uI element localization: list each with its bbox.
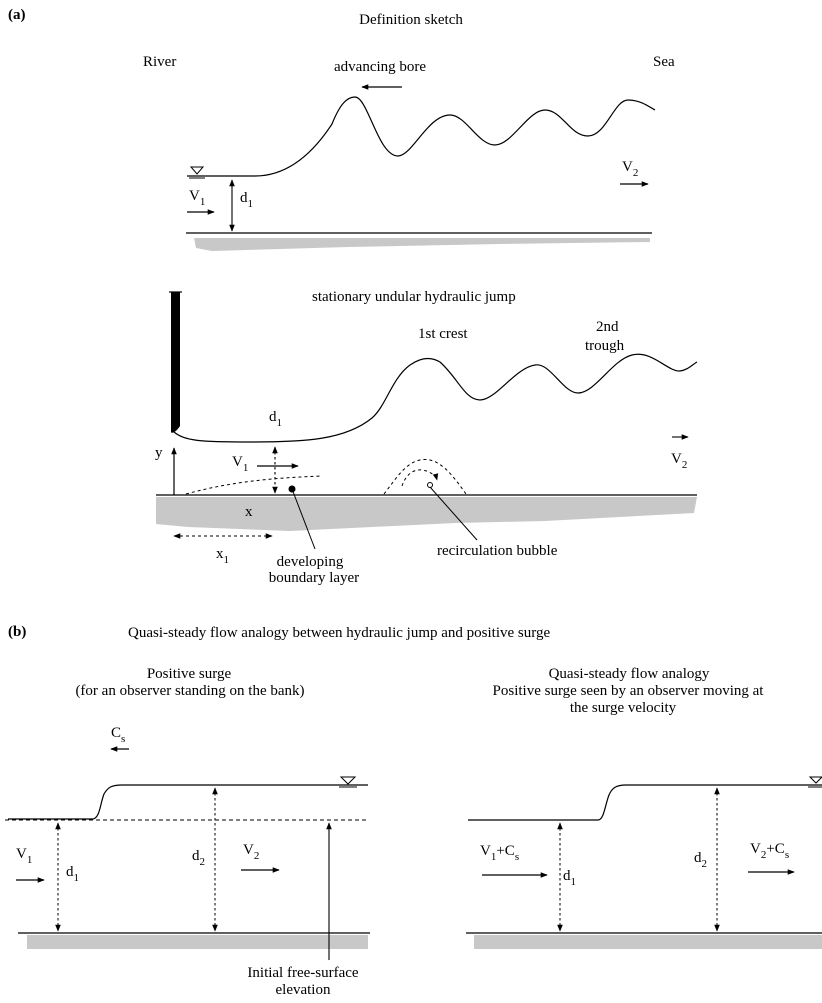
bore-channel-bed	[186, 238, 650, 251]
surge-title-2: (for an observer standing on the bank)	[75, 683, 304, 699]
jump-title: stationary undular hydraulic jump	[312, 289, 516, 305]
jump-v2-label: V2	[671, 451, 687, 471]
analogy-d2-label: d2	[694, 850, 707, 870]
y-axis-label: y	[155, 445, 163, 461]
sluice-gate	[171, 292, 180, 433]
second-trough-label-2: trough	[585, 338, 625, 354]
x1-label: x1	[216, 546, 229, 566]
panel-a-label: (a)	[8, 7, 26, 23]
bore-d1-label: d1	[240, 190, 253, 210]
jump-water-surface	[173, 353, 698, 443]
sea-label: Sea	[653, 54, 675, 70]
initial-surface-label-1: Initial free-surface	[247, 965, 359, 981]
jump-v1-label: V1	[232, 454, 248, 474]
first-crest-label: 1st crest	[418, 326, 468, 342]
surge-title-1: Positive surge	[147, 666, 232, 682]
boundary-layer-label-2: boundary layer	[269, 570, 359, 586]
positive-surge-sketch: Positive surge (for an observer standing…	[5, 666, 370, 998]
panel-a-title: Definition sketch	[359, 12, 463, 28]
surge-water-level-symbol	[339, 776, 357, 785]
analogy-title-2: Positive surge seen by an observer movin…	[493, 683, 765, 699]
surge-water-surface	[8, 784, 368, 820]
surge-d1-label: d1	[66, 864, 79, 884]
river-label: River	[143, 54, 176, 70]
surge-cs-label: Cs	[111, 725, 125, 745]
boundary-layer-leader	[291, 488, 316, 550]
panel-b-title: Quasi-steady flow analogy between hydrau…	[128, 625, 550, 641]
quasi-steady-sketch: Quasi-steady flow analogy Positive surge…	[466, 666, 822, 949]
analogy-title-3: the surge velocity	[570, 700, 677, 716]
water-level-symbol	[189, 166, 205, 175]
advancing-bore-label: advancing bore	[334, 59, 426, 75]
analogy-water-surface	[468, 784, 822, 821]
surge-d2-label: d2	[192, 848, 205, 868]
surge-v2-label: V2	[243, 842, 259, 862]
second-trough-label-1: 2nd	[596, 319, 619, 335]
recirculation-outer	[383, 458, 467, 495]
recirculation-inner-arrow	[401, 469, 439, 487]
analogy-water-level-symbol	[808, 776, 822, 784]
analogy-v1-label: V1+Cs	[480, 843, 519, 863]
recirculation-leader	[429, 486, 478, 541]
bore-v1-label: V1	[189, 188, 205, 208]
initial-surface-label-2: elevation	[276, 982, 331, 998]
x-axis-label: x	[245, 504, 253, 520]
analogy-channel-bed	[474, 935, 822, 949]
bore-water-surface	[187, 96, 656, 177]
analogy-title-1: Quasi-steady flow analogy	[549, 666, 710, 682]
jump-sketch: stationary undular hydraulic jump 1st cr…	[155, 289, 698, 586]
boundary-layer-label-1: developing	[277, 554, 344, 570]
analogy-d1-label: d1	[563, 868, 576, 888]
bore-v2-label: V2	[622, 159, 638, 179]
surge-v1-label: V1	[16, 846, 32, 866]
panel-b-label: (b)	[8, 624, 26, 640]
jump-d1-label: d1	[269, 409, 282, 429]
boundary-layer-edge	[185, 475, 323, 495]
recirculation-label: recirculation bubble	[437, 543, 558, 559]
bore-sketch: River Sea advancing bore V1 d1 V2	[143, 54, 675, 251]
surge-channel-bed	[27, 935, 368, 949]
analogy-v2-label: V2+Cs	[750, 841, 789, 861]
jump-channel-bed	[156, 497, 697, 531]
recirculation-marker	[427, 482, 433, 488]
